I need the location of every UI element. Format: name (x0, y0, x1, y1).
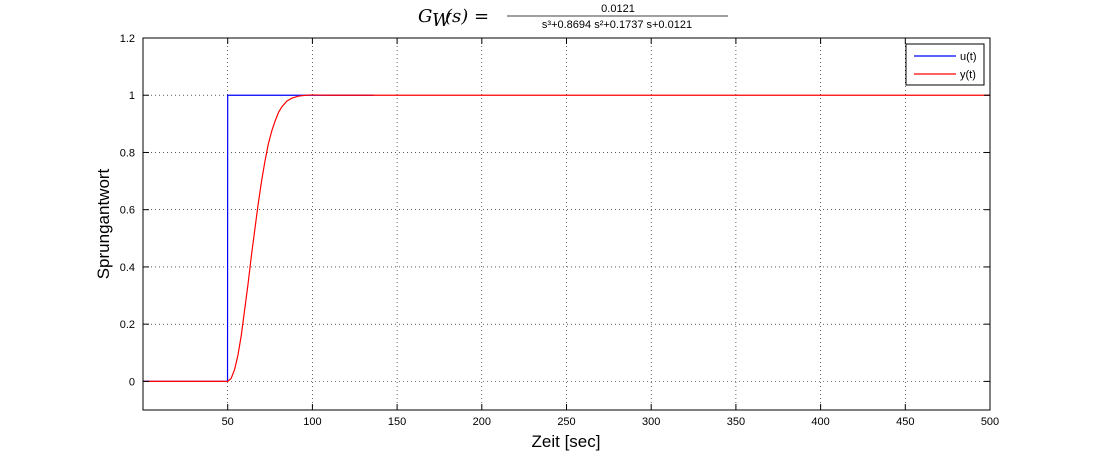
grid-lines (143, 38, 990, 410)
y-tick-labels: 0 0.2 0.4 0.6 0.8 1 1.2 (120, 33, 135, 388)
title-lhs-subscript: W (432, 10, 452, 31)
x-axis-label: Zeit [sec] (532, 432, 601, 451)
x-tick-label: 100 (303, 416, 321, 428)
x-tick-label: 300 (642, 416, 660, 428)
y-axis-label: Sprungantwort (94, 168, 113, 279)
axis-ticks (143, 37, 991, 410)
series-line-u (143, 94, 374, 382)
y-tick-label: 1.2 (120, 33, 135, 45)
title-numerator: 0.0121 (601, 3, 635, 15)
x-tick-label: 150 (388, 416, 406, 428)
y-tick-label: 0.2 (120, 319, 135, 331)
x-tick-label: 350 (727, 416, 745, 428)
x-tick-label: 500 (981, 416, 999, 428)
y-tick-label: 0.8 (120, 147, 135, 159)
y-tick-label: 0.4 (120, 262, 135, 274)
title-denominator: s³+0.8694 s²+0.1737 s+0.0121 (542, 19, 692, 31)
legend-box (905, 43, 985, 86)
x-tick-label: 250 (557, 416, 575, 428)
chart-title: G W (s) = 0.0121 s³+0.8694 s²+0.1737 s+0… (418, 3, 728, 31)
x-tick-label: 50 (222, 416, 234, 428)
y-tick-label: 0.6 (120, 205, 135, 217)
x-tick-label: 200 (473, 416, 491, 428)
title-lhs: G (418, 6, 432, 27)
x-tick-label: 400 (811, 416, 829, 428)
title-lhs-argument: (s) = (445, 6, 489, 27)
x-tick-labels: 50 100 150 200 250 300 350 400 450 500 (222, 416, 1000, 428)
series-lines (143, 94, 990, 382)
legend: u(t) y(t) (905, 43, 985, 86)
y-tick-label: 0 (129, 376, 135, 388)
legend-entry: y(t) (960, 69, 976, 81)
series-line-y (143, 94, 990, 382)
x-tick-label: 450 (896, 416, 914, 428)
y-tick-label: 1 (129, 90, 135, 102)
legend-entry: u(t) (960, 51, 977, 63)
